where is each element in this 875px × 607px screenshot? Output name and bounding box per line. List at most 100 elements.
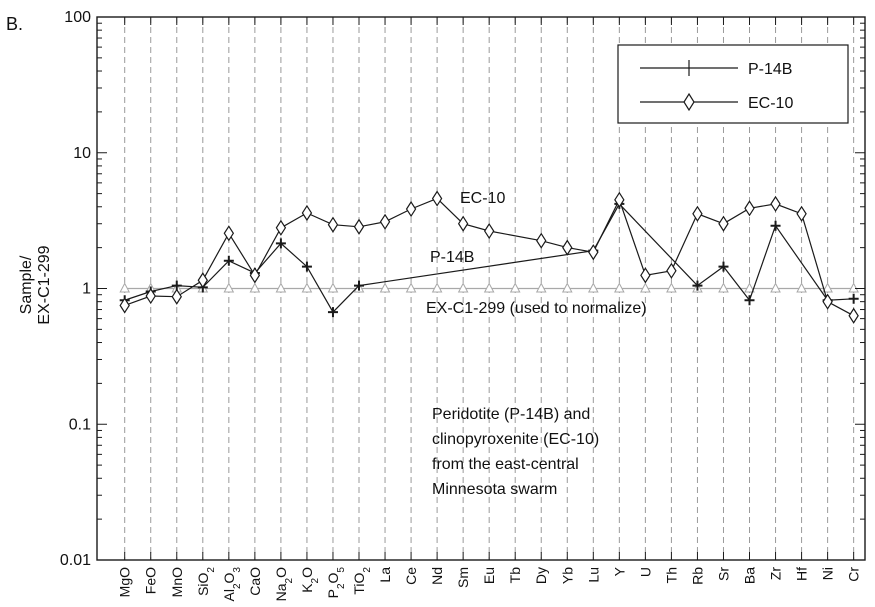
data-point-EC-10 [666, 262, 677, 279]
x-label-part: O [299, 567, 315, 578]
data-point-EX-C1-299 [119, 282, 131, 293]
data-point-P-14B [354, 280, 365, 291]
data-point-EC-10 [744, 200, 755, 217]
x-label-part: MgO [117, 567, 133, 597]
x-label-part: K [299, 583, 315, 593]
data-point-EX-C1-299 [535, 282, 547, 293]
data-point-EX-C1-299 [718, 282, 729, 293]
x-tick-label: Sm [455, 567, 471, 588]
data-point-EC-10 [171, 288, 182, 305]
reference-label: EX-C1-299 (used to normalize) [426, 300, 647, 317]
ec10-inline-label: EC-10 [460, 190, 505, 207]
data-point-EX-C1-299 [587, 282, 599, 293]
x-tick-label: MnO [169, 567, 185, 597]
legend: P-14B EC-10 [617, 44, 849, 124]
data-point-P-14B [744, 295, 755, 306]
panel-label: B. [6, 14, 23, 34]
data-point-EC-10 [223, 225, 235, 242]
x-label-part: Al [221, 589, 237, 601]
data-point-EC-10 [145, 287, 156, 305]
data-point-P-14B [275, 238, 286, 249]
x-label-part: Dy [533, 567, 549, 584]
x-tick-label: K2O [299, 567, 321, 593]
data-point-EX-C1-299 [223, 282, 235, 293]
x-tick-label: Rb [689, 567, 705, 585]
note-line-2: clinopyroxenite (EC-10) [432, 431, 599, 448]
x-label-part: FeO [143, 567, 159, 594]
data-point-EX-C1-299 [744, 282, 755, 293]
y-axis-label-line-1: Sample/ [18, 255, 35, 314]
x-tick-label: Y [611, 566, 627, 576]
data-point-EX-C1-299 [848, 282, 859, 293]
data-point-EC-10 [562, 239, 573, 256]
data-point-EX-C1-299 [483, 282, 495, 293]
x-tick-label: SiO2 [195, 567, 217, 596]
data-series [119, 190, 859, 324]
x-label-part: Rb [689, 567, 705, 585]
x-tick-label: FeO [143, 567, 159, 594]
p14b-inline-label: P-14B [430, 249, 474, 266]
data-point-EX-C1-299 [614, 282, 625, 293]
x-label-subscript: 2 [283, 577, 294, 583]
y-tick-label: 0.1 [69, 416, 91, 433]
x-label-part: O [325, 572, 341, 583]
x-label-part: Ce [403, 567, 419, 585]
x-tick-label: Cr [846, 567, 862, 582]
x-tick-label: Ni [820, 567, 836, 580]
data-point-EX-C1-299 [327, 282, 339, 293]
y-axis-label-line-2: EX-C1-299 [36, 245, 53, 324]
x-label-part: Y [611, 566, 627, 576]
data-point-EX-C1-299 [666, 282, 677, 293]
series-line-EC-10 [124, 197, 854, 317]
x-tick-label: Tb [507, 567, 523, 584]
note-line-4: Minnesota swarm [432, 481, 557, 498]
x-tick-label: Zr [768, 567, 784, 581]
x-label-part: Nd [429, 567, 445, 585]
x-label-part: SiO [195, 572, 211, 595]
x-tick-label: Lu [585, 567, 601, 583]
data-point-EC-10 [848, 307, 859, 324]
x-label-subscript: 2 [205, 567, 216, 573]
x-label-subscript: 2 [231, 583, 242, 589]
data-point-EX-C1-299 [249, 282, 261, 293]
data-point-P-14B [718, 261, 729, 272]
data-point-EX-C1-299 [457, 282, 469, 293]
x-label-part: CaO [247, 567, 263, 596]
data-point-EC-10 [405, 200, 417, 218]
x-label-subscript: 3 [231, 567, 242, 573]
reference-series [119, 282, 859, 293]
data-point-EC-10 [536, 232, 547, 249]
x-label-part: Yb [559, 567, 575, 584]
data-point-EC-10 [197, 272, 209, 289]
data-point-EX-C1-299 [301, 282, 313, 293]
data-point-EX-C1-299 [379, 282, 391, 293]
x-label-part: Th [663, 567, 679, 583]
x-label-subscript: 2 [335, 583, 346, 589]
x-label-subscript: 2 [309, 577, 320, 583]
data-point-EC-10 [353, 218, 365, 235]
x-label-part: O [221, 572, 237, 583]
data-point-EC-10 [379, 213, 391, 230]
data-point-EX-C1-299 [770, 282, 781, 293]
x-label-part: Ni [820, 567, 836, 580]
data-point-EX-C1-299 [405, 282, 417, 293]
x-tick-label: Na2O [273, 567, 295, 601]
x-label-part: Ba [742, 567, 758, 584]
x-label-part: MnO [169, 567, 185, 597]
data-point-P-14B [223, 255, 234, 266]
x-label-part: Lu [585, 567, 601, 583]
data-point-EC-10 [249, 267, 261, 284]
x-label-part: Na [273, 583, 289, 601]
data-point-EC-10 [822, 293, 833, 310]
data-point-EC-10 [796, 205, 807, 222]
data-point-EC-10 [614, 191, 625, 208]
y-tick-label: 0.01 [60, 552, 91, 569]
x-tick-label: P2O5 [325, 567, 347, 599]
data-point-P-14B [848, 293, 859, 304]
data-point-P-14B [770, 220, 781, 231]
y-tick-label: 100 [64, 9, 91, 26]
legend-label-ec10: EC-10 [748, 95, 793, 112]
x-tick-label: CaO [247, 567, 263, 596]
data-point-EX-C1-299 [509, 282, 521, 293]
data-point-EX-C1-299 [561, 282, 573, 293]
